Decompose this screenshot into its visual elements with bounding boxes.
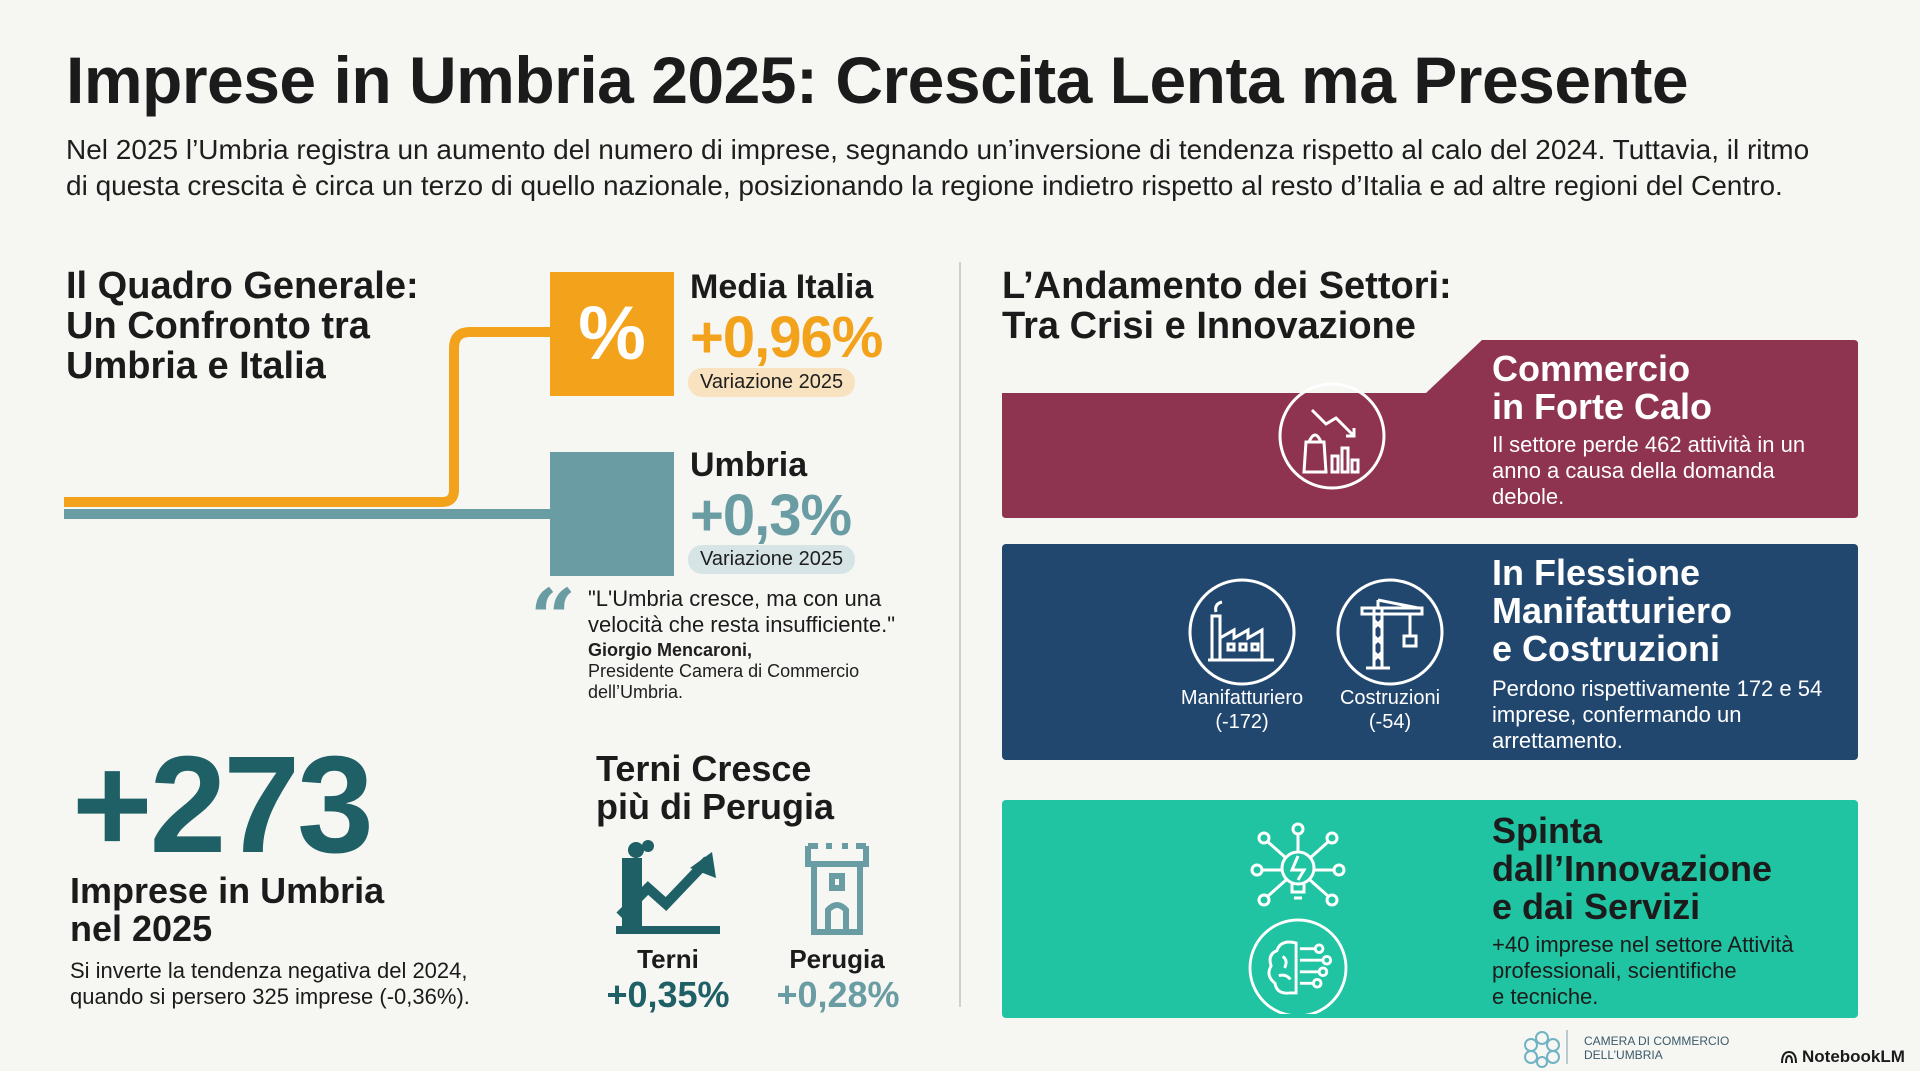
total-text: Si inverte la tendenza negativa del 2024… xyxy=(70,958,470,1009)
umbria-square xyxy=(550,452,674,576)
quote-author: Giorgio Mencaroni, xyxy=(588,640,753,660)
logo-separator xyxy=(1566,1030,1568,1064)
shopping-decline-icon xyxy=(1278,382,1386,490)
notebooklm-icon xyxy=(1781,1050,1797,1064)
manifattura-title: In Flessione Manifatturiero e Costruzion… xyxy=(1492,552,1733,669)
quote-icon: “ xyxy=(530,571,577,665)
umbria-label: Umbria xyxy=(690,446,808,484)
tower-icon xyxy=(805,843,869,935)
terni-label: Terni xyxy=(637,944,699,974)
italia-label: Media Italia xyxy=(690,268,874,306)
factory-icon xyxy=(1188,578,1296,686)
italia-connector xyxy=(64,327,552,507)
manifatturiero-label: Manifatturiero (-172) xyxy=(1180,687,1304,733)
page-subtitle: Nel 2025 l’Umbria registra un aumento de… xyxy=(66,132,1826,204)
percent-icon: % xyxy=(550,272,674,396)
chamber-logo-text: CAMERA DI COMMERCIO DELL’UMBRIA xyxy=(1584,1034,1730,1062)
section-heading-sectors: L’Andamento dei Settori: Tra Crisi e Inn… xyxy=(1002,265,1452,347)
umbria-value: +0,3% xyxy=(690,483,852,548)
manifattura-text: Perdono rispettivamente 172 e 54 imprese… xyxy=(1492,676,1823,753)
subtitle-line: Nel 2025 l’Umbria registra un aumento de… xyxy=(66,134,1810,165)
lightbulb-network-icon xyxy=(1250,822,1346,907)
innovazione-title: Spinta dall’Innovazione e dai Servizi xyxy=(1492,810,1773,927)
chamber-logo-icon xyxy=(1524,1031,1560,1068)
subtitle-line: di questa crescita è circa un terzo di q… xyxy=(66,170,1783,201)
italia-pill: Variazione 2025 xyxy=(688,368,856,397)
manifattura-panel xyxy=(1002,544,1858,760)
italia-value: +0,96% xyxy=(690,305,883,370)
costruzioni-label: Costruzioni (-54) xyxy=(1339,687,1441,733)
perugia-label: Perugia xyxy=(789,944,885,974)
innovazione-panel xyxy=(1002,800,1858,1018)
commercio-text: Il settore perde 462 attività in un anno… xyxy=(1492,432,1806,509)
column-divider xyxy=(959,262,961,1007)
umbria-pill: Variazione 2025 xyxy=(688,545,856,574)
crane-icon xyxy=(1336,578,1444,686)
commercio-panel xyxy=(1002,340,1858,518)
commercio-title: Commercio in Forte Calo xyxy=(1492,348,1713,427)
chart-growth-icon xyxy=(616,840,720,934)
terni-value: +0,35% xyxy=(606,974,730,1015)
total-value: +273 xyxy=(72,728,374,882)
innovazione-text: +40 imprese nel settore Attività profess… xyxy=(1492,932,1794,1009)
notebooklm-brand: NotebookLM xyxy=(1802,1047,1905,1066)
cities-heading: Terni Cresce più di Perugia xyxy=(596,748,835,827)
connector-lines xyxy=(64,327,552,519)
perugia-value: +0,28% xyxy=(776,974,900,1015)
brain-circuit-icon xyxy=(1248,918,1348,1014)
page-title: Imprese in Umbria 2025: Crescita Lenta m… xyxy=(66,43,1689,117)
total-label: Imprese in Umbria nel 2025 xyxy=(70,870,385,949)
section-heading-overview: Il Quadro Generale: Un Confronto tra Umb… xyxy=(66,265,419,387)
quote: "L'Umbria cresce, ma con una velocità ch… xyxy=(588,586,896,702)
